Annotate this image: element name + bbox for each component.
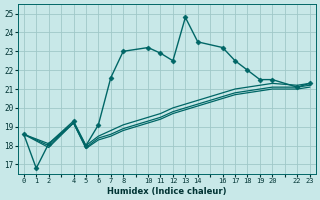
X-axis label: Humidex (Indice chaleur): Humidex (Indice chaleur) [107,187,227,196]
